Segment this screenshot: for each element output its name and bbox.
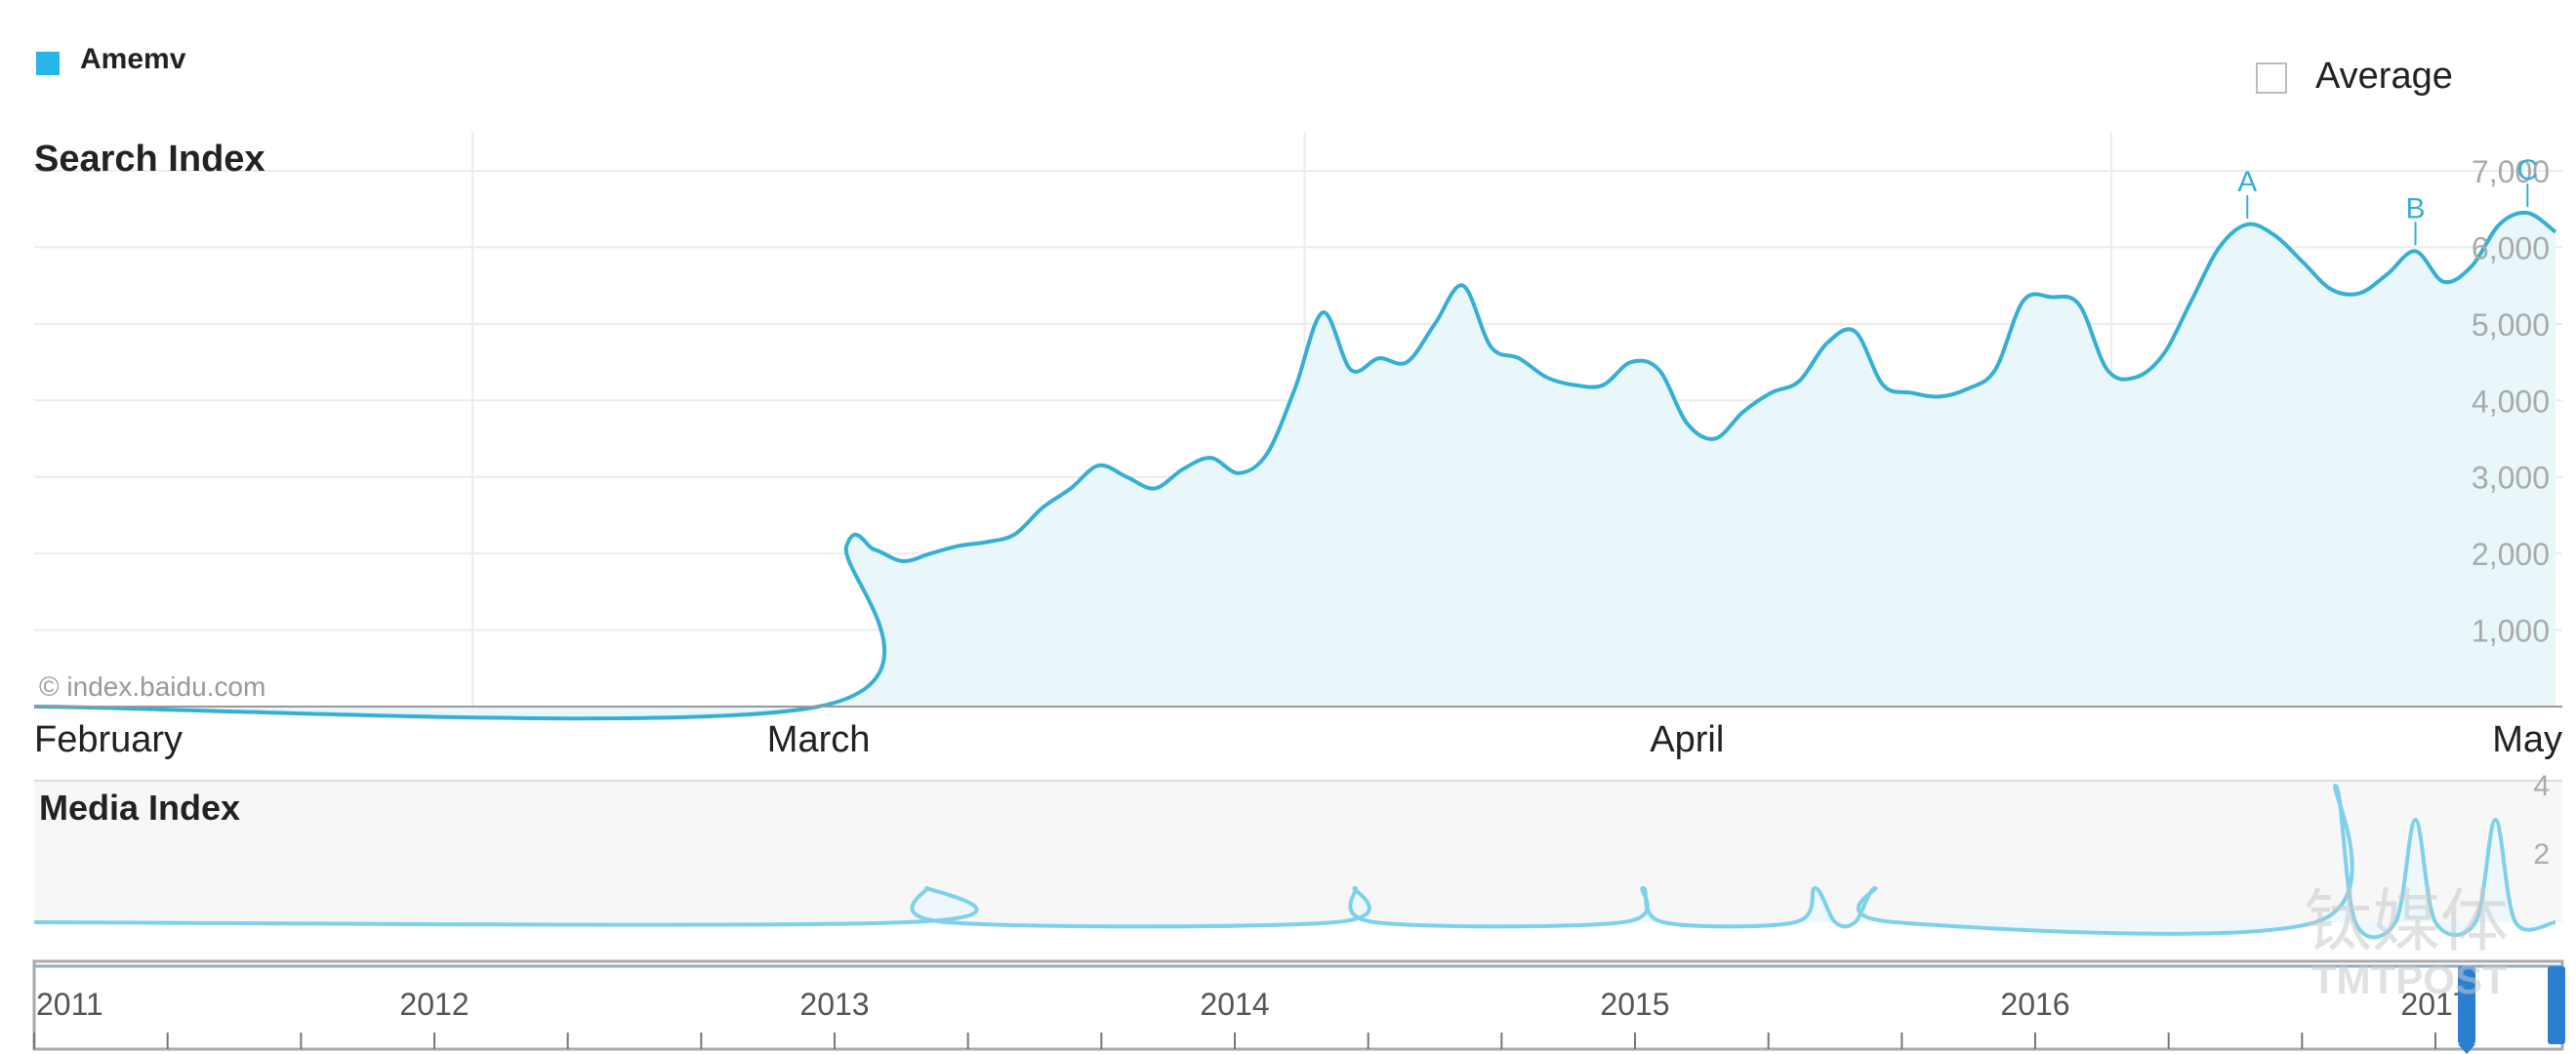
search-index-area	[34, 212, 2556, 719]
average-checkbox[interactable]	[2256, 62, 2287, 94]
timeline-ticks	[33, 1033, 2436, 1049]
timeline-year-label: 2014	[1200, 987, 1269, 1022]
corner-watermark-en: TMTPOST	[2311, 956, 2508, 1002]
search-y-tick-label: 3,000	[2472, 461, 2550, 496]
search-y-tick-label: 4,000	[2472, 384, 2550, 419]
search-y-tick-label: 7,000	[2472, 154, 2550, 189]
annotation-label[interactable]: A	[2237, 166, 2257, 198]
timeline-year-label: 2015	[1600, 987, 1669, 1022]
timeline-navigator[interactable]: 2011 2012 2013 2014 2015 2016 2017	[32, 959, 2565, 1054]
annotation-label[interactable]: C	[2516, 154, 2538, 186]
search-month-label: March	[767, 719, 871, 760]
annotation-label[interactable]: B	[2405, 192, 2425, 224]
search-index-title: Search Index	[34, 139, 266, 180]
watermark-text: © index.baidu.com	[39, 671, 266, 702]
media-y-ticks: 24	[2533, 770, 2550, 871]
search-y-ticks: 1,000 2,000 3,000 4,000 5,000 6,000 7,000	[2472, 154, 2550, 649]
media-index-panel: 24 Media Index	[33, 770, 2562, 940]
search-month-labels: February March April May	[34, 719, 2562, 760]
range-handle-right[interactable]	[2458, 966, 2565, 1054]
timeline-year-labels: 2011 2012 2013 2014 2015 2016 2017	[36, 987, 2471, 1022]
timeline-track[interactable]	[32, 959, 2564, 1051]
timeline-year-label: 2013	[799, 987, 869, 1022]
search-y-tick-label: 5,000	[2472, 307, 2550, 343]
search-month-label: May	[2492, 719, 2562, 760]
search-index-line	[33, 210, 2557, 721]
search-month-label: February	[34, 719, 183, 760]
search-y-tick-label: 1,000	[2472, 614, 2550, 649]
legend-series-name: Amemv	[80, 43, 186, 75]
corner-watermark-cn: 钛媒体	[2304, 883, 2509, 959]
media-index-title: Media Index	[39, 788, 240, 828]
timeline-year-label: 2012	[399, 987, 469, 1022]
timeline-year-label: 2016	[2000, 987, 2069, 1022]
media-y-tick-label: 2	[2533, 838, 2550, 871]
search-y-tick-label: 6,000	[2472, 230, 2550, 265]
media-panel-bg	[34, 781, 2562, 922]
legend-swatch	[36, 52, 60, 75]
average-label: Average	[2315, 56, 2453, 97]
media-index-line	[33, 783, 2556, 940]
search-index-panel: 1,000 2,000 3,000 4,000 5,000 6,000 7,000 Febr…	[33, 132, 2562, 760]
search-y-tick-label: 2,000	[2472, 537, 2550, 572]
search-annotations: A B C	[2237, 154, 2538, 246]
search-month-label: April	[1650, 719, 1724, 760]
timeline-year-label: 2011	[36, 987, 103, 1022]
media-y-tick-label: 4	[2533, 770, 2550, 802]
